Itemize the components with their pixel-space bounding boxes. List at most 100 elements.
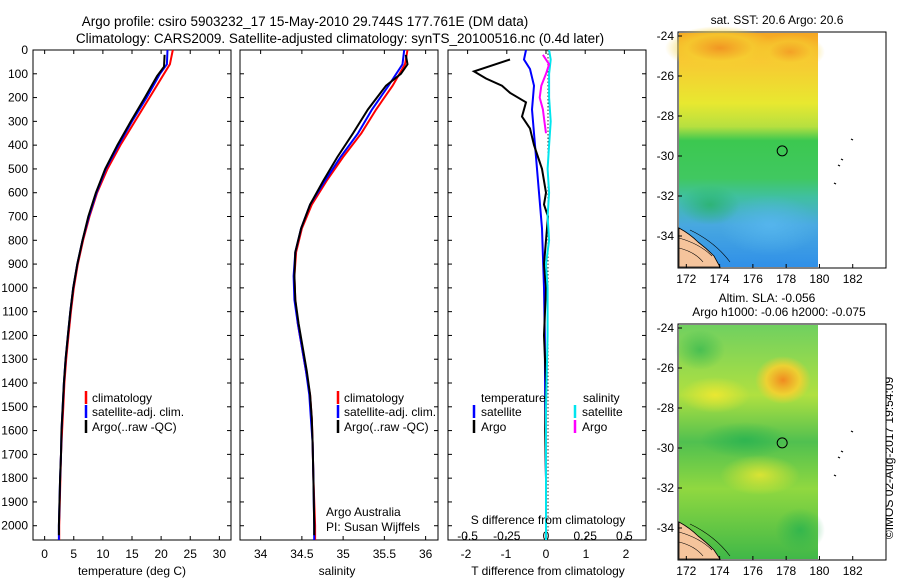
sla-high-patch <box>755 356 811 404</box>
islands <box>833 138 854 185</box>
temperature-series <box>57 49 174 540</box>
float-location-marker <box>776 437 788 449</box>
difference-axis-ticks: -2 -1 0 1 2-0.5 -0.25 0 0.25 0.5 <box>448 49 646 561</box>
latitude-tick-label: -24 <box>657 29 675 43</box>
x-tick-label: 20 <box>154 547 168 561</box>
bathymetry-contour <box>678 229 731 263</box>
depth-axis-ticks: 0 5 10 15 20 25 300100200300400500600700800900… <box>1 43 231 561</box>
difference-series <box>471 49 552 540</box>
sla-low-patch <box>675 330 725 370</box>
legend-label-argo: Argo(..raw -QC) <box>92 420 177 434</box>
depth-tick-label: 1000 <box>1 281 28 295</box>
legend-label-s-argo: Argo <box>582 420 608 434</box>
legend-label-climatology: climatology <box>344 391 404 405</box>
depth-tick-label: 100 <box>8 67 28 81</box>
sst-warm-patch <box>755 34 825 70</box>
salinity-panel: 34 34.5 35 35.5 36 salinity climatology sate… <box>239 49 439 578</box>
latitude-tick-label: -30 <box>657 441 675 455</box>
latitude-tick-label: -32 <box>657 481 675 495</box>
longitude-tick-label: 178 <box>776 272 796 286</box>
latitude-tick-label: -34 <box>657 229 675 243</box>
x-tick-label: 35 <box>336 547 350 561</box>
salinity-xlabel: salinity <box>319 564 356 578</box>
latitude-tick-label: -30 <box>657 149 675 163</box>
island <box>833 474 837 477</box>
longitude-tick-label: 172 <box>676 564 696 578</box>
latitude-tick-label: -32 <box>657 189 675 203</box>
depth-tick-label: 1200 <box>1 328 28 342</box>
salinity-legend: climatology satellite-adj. clim. Argo(..… <box>336 391 436 434</box>
temperature-legend: climatology satellite-adj. clim. Argo(..… <box>84 391 184 434</box>
depth-tick-label: 1400 <box>1 376 28 390</box>
header-line-1: Argo profile: csiro 5903232_17 15-May-20… <box>82 14 529 29</box>
salinity-series <box>292 49 409 540</box>
latitude-tick-label: -28 <box>657 401 675 415</box>
island <box>837 164 841 167</box>
sst-cool-patch <box>680 185 740 225</box>
island <box>850 138 854 141</box>
longitude-tick-label: 174 <box>710 272 730 286</box>
sst-warm-patch <box>665 26 775 70</box>
temperature-xlabel: temperature (deg C) <box>78 564 186 578</box>
float-location-marker <box>776 145 788 157</box>
longitude-tick-label: 180 <box>809 564 829 578</box>
depth-tick-label: 1300 <box>1 352 28 366</box>
sla-map-panel: Altim. SLA: -0.056 Argo h1000: -0.06 h20… <box>657 291 887 578</box>
credit-line-1: Argo Australia <box>326 505 401 519</box>
t-tick-label: 1 <box>583 547 590 561</box>
x-tick-label: 25 <box>184 547 198 561</box>
series-line-salinity-satellite <box>544 49 552 540</box>
series-line-salinity-argo <box>538 54 551 134</box>
s-tick-label: 0.25 <box>574 529 598 543</box>
longitude-tick-label: 180 <box>809 272 829 286</box>
longitude-tick-label: 172 <box>676 272 696 286</box>
depth-tick-label: 1600 <box>1 424 28 438</box>
island <box>840 158 844 161</box>
island <box>850 430 854 433</box>
t-tick-label: -1 <box>501 547 512 561</box>
longitude-tick-label: 178 <box>776 564 796 578</box>
longitude-tick-label: 182 <box>843 272 863 286</box>
difference-panel: -2 -1 0 1 2-0.5 -0.25 0 0.25 0.5 S difference fr… <box>447 49 647 578</box>
depth-tick-label: 800 <box>8 233 28 247</box>
depth-tick-label: 900 <box>8 257 28 271</box>
x-tick-label: 35.5 <box>373 547 397 561</box>
x-tick-label: 34 <box>254 547 268 561</box>
salinity-axis-ticks: 34 34.5 35 35.5 36 <box>240 49 438 561</box>
sla-map-title: Altim. SLA: -0.056 <box>719 291 816 305</box>
legend-label-t-satellite: satellite <box>481 405 522 419</box>
x-tick-label: 34.5 <box>290 547 314 561</box>
s-tick-label: -0.5 <box>457 529 478 543</box>
t-tick-label: 2 <box>623 547 630 561</box>
depth-tick-label: 1700 <box>1 447 28 461</box>
latitude-tick-label: -28 <box>657 109 675 123</box>
longitude-tick-label: 182 <box>843 564 863 578</box>
x-tick-label: 5 <box>70 547 77 561</box>
depth-tick-label: 1100 <box>2 305 28 319</box>
latitude-tick-label: -34 <box>657 521 675 535</box>
sst-map-ticks: 172 174 176 178 180 182 -24 -26 -28 -30 -32 -34 <box>657 29 863 286</box>
depth-tick-label: 1900 <box>1 495 28 509</box>
x-tick-label: 10 <box>96 547 110 561</box>
sla-high-patch <box>680 377 750 413</box>
island <box>837 456 841 459</box>
island <box>833 182 837 185</box>
longitude-tick-label: 176 <box>743 272 763 286</box>
x-tick-label: 36 <box>419 547 433 561</box>
longitude-tick-label: 176 <box>743 564 763 578</box>
sla-low-patch <box>700 422 790 458</box>
sla-field <box>675 325 825 560</box>
legend-label-t-argo: Argo <box>481 420 507 434</box>
depth-tick-label: 1800 <box>1 471 28 485</box>
sst-map-panel: sat. SST: 20.6 Argo: 20.6 172 174 176 178 18… <box>657 13 887 286</box>
depth-tick-label: 400 <box>8 138 28 152</box>
s-tick-label: -0.25 <box>493 529 521 543</box>
latitude-tick-label: -26 <box>657 69 675 83</box>
salinity-plot-frame <box>239 49 439 541</box>
sla-map-ticks: 172 174 176 178 180 182 -24 -26 -28 -30 -32 -34 <box>657 321 863 578</box>
temperature-panel: 0 5 10 15 20 25 300100200300400500600700800900… <box>1 43 232 578</box>
legend-label-argo: Argo(..raw -QC) <box>344 420 429 434</box>
sla-high-patch <box>720 455 800 495</box>
legend-header-salinity: salinity <box>583 391 620 405</box>
depth-tick-label: 2000 <box>1 519 28 533</box>
